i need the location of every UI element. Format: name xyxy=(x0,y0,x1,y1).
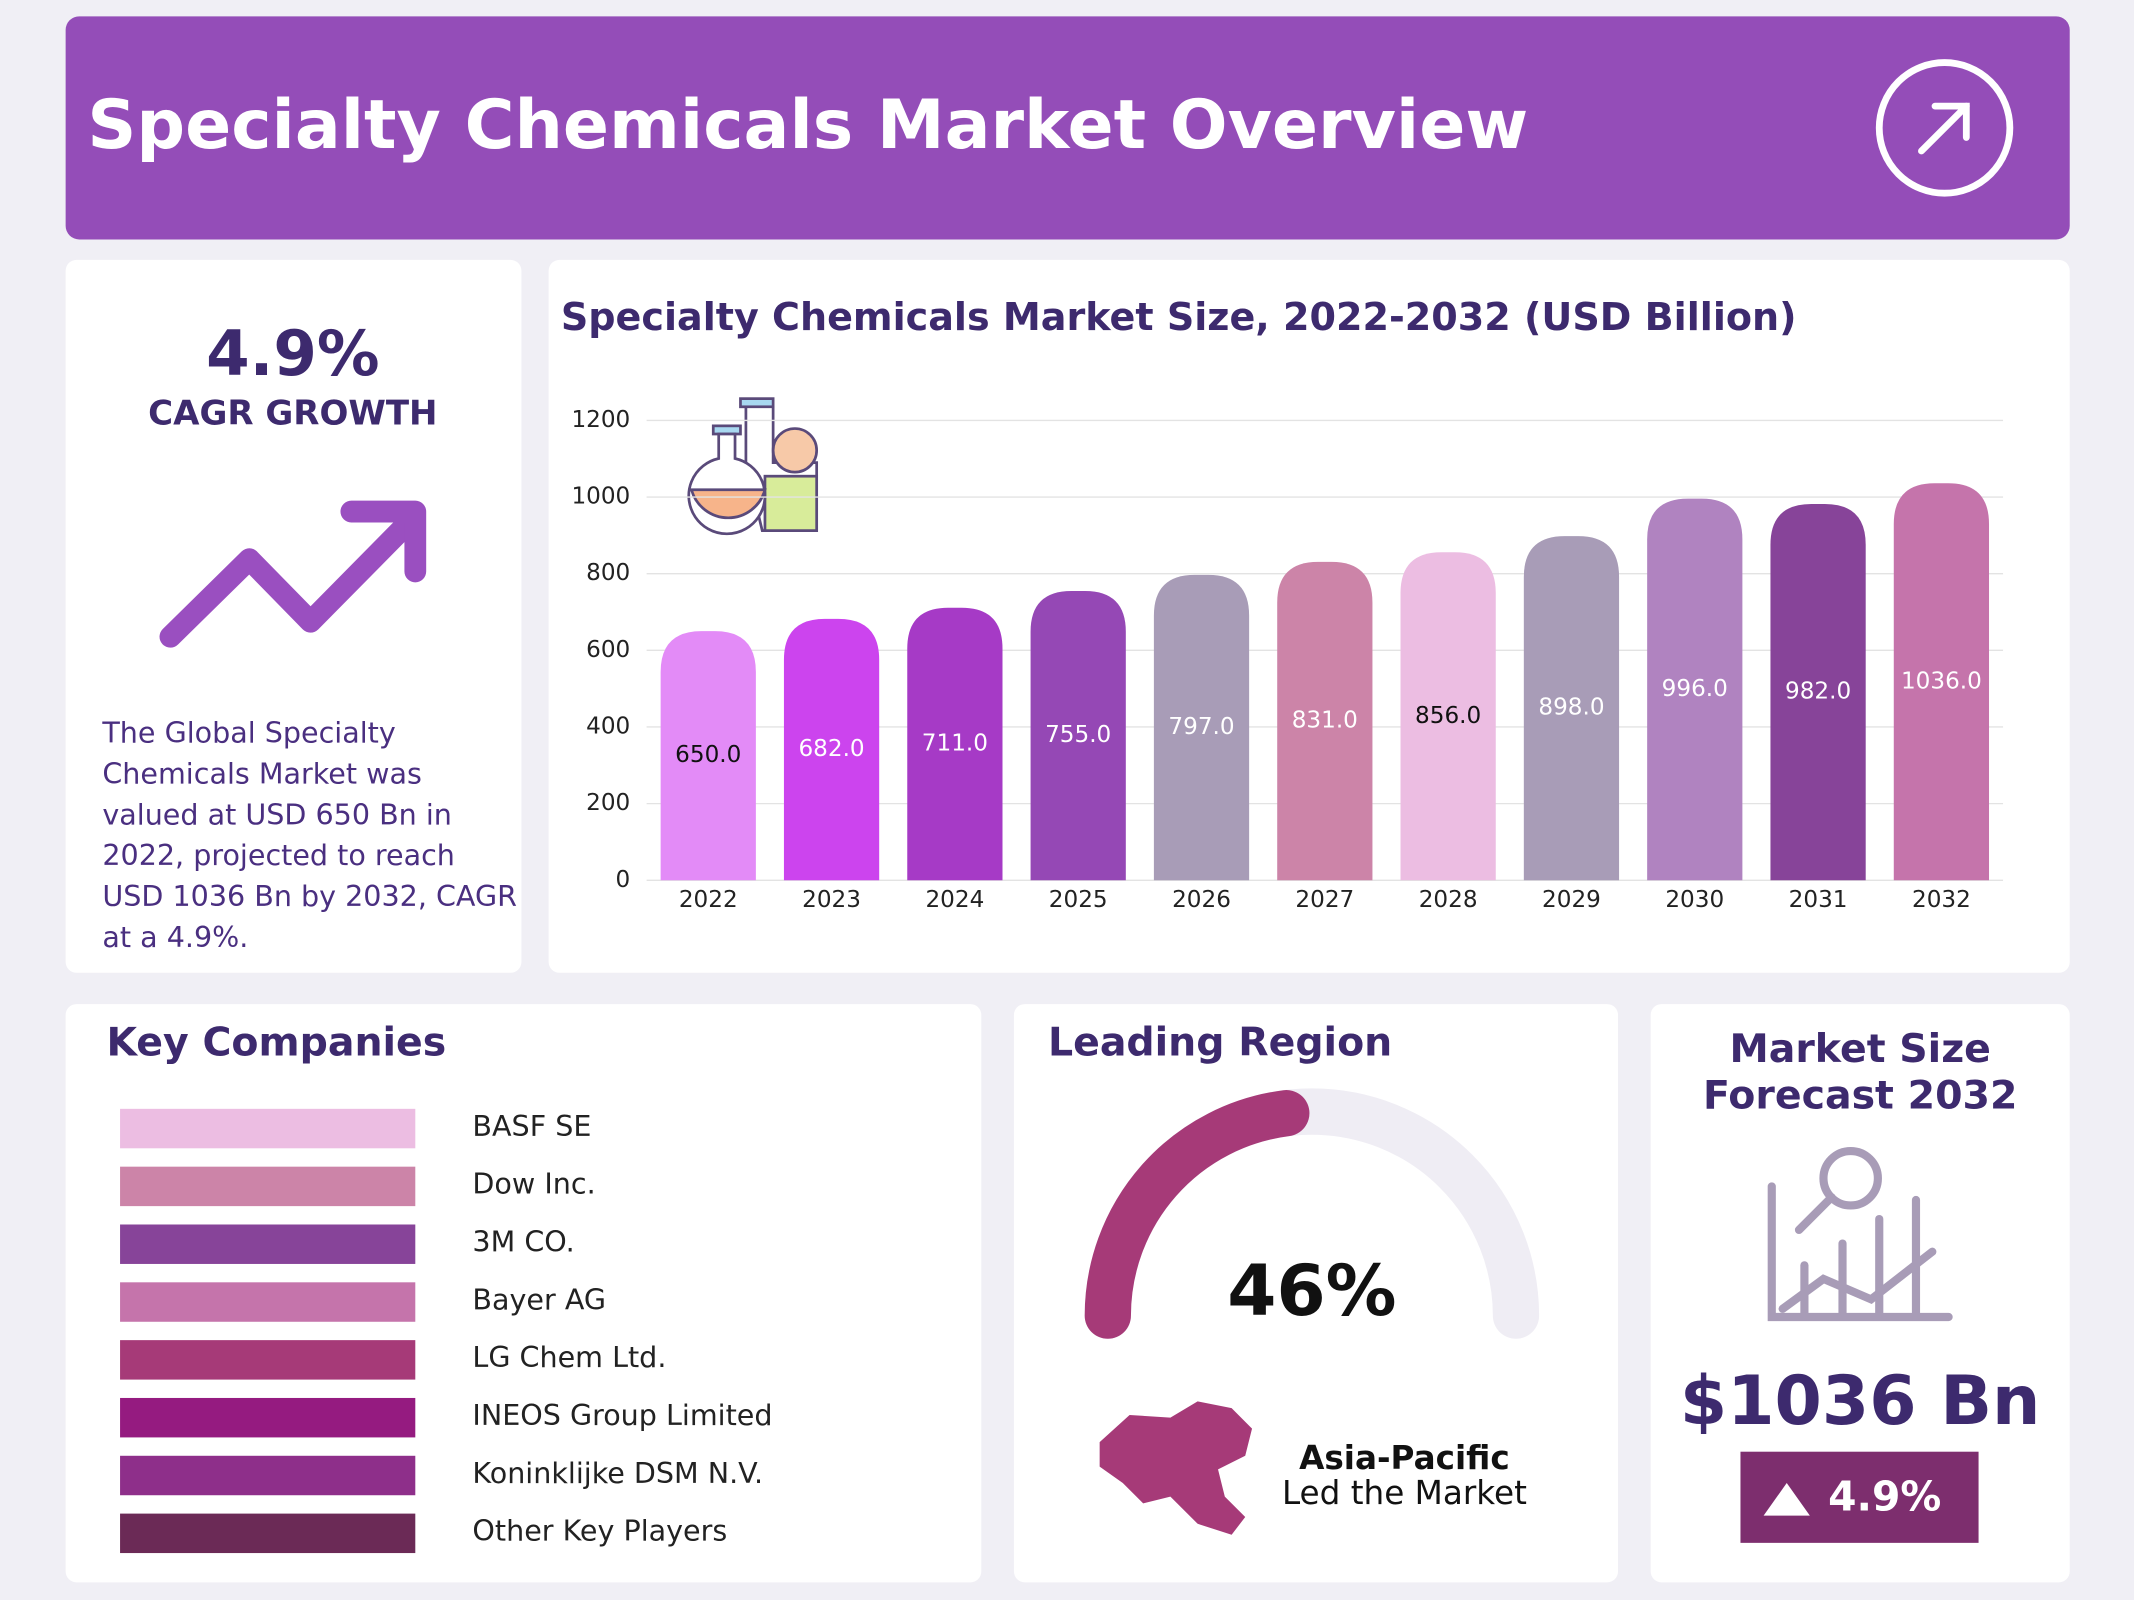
bar xyxy=(1770,503,1866,881)
forecast-value: $1036 Bn xyxy=(1680,1362,2041,1441)
gauge-value xyxy=(1084,1090,1310,1339)
company-name: Bayer AG xyxy=(472,1282,606,1316)
company-name: INEOS Group Limited xyxy=(472,1398,772,1432)
bar xyxy=(1277,561,1373,881)
x-tick-label: 2023 xyxy=(802,887,861,913)
company-name: Dow Inc. xyxy=(472,1167,595,1201)
description-line: 2022, projected to reach xyxy=(102,838,455,872)
forecast-title: Forecast 2032 xyxy=(1703,1072,2017,1118)
value-label: 982.0 xyxy=(1785,679,1851,705)
region-title: Leading Region xyxy=(1048,1019,1392,1065)
companies-list: BASF SE Dow Inc. 3M CO. Bayer AG LG Chem Ltd… xyxy=(120,1108,773,1554)
y-tick-label: 800 xyxy=(586,560,630,586)
company-swatch xyxy=(120,1224,416,1264)
bar xyxy=(1523,536,1620,881)
bar xyxy=(660,631,756,881)
value-label: 682.0 xyxy=(798,736,864,762)
description-line: valued at USD 650 Bn in xyxy=(102,797,452,831)
cagr-value: 4.9% xyxy=(206,317,380,390)
company-swatch xyxy=(120,1455,416,1496)
value-label: 711.0 xyxy=(922,731,988,757)
company-swatch xyxy=(120,1397,416,1438)
value-label: 856.0 xyxy=(1415,703,1481,729)
y-tick-label: 1000 xyxy=(571,484,630,510)
company-swatch xyxy=(120,1340,416,1380)
company-swatch xyxy=(120,1108,416,1149)
region-map xyxy=(1099,1401,1253,1535)
up-triangle xyxy=(1763,1482,1810,1516)
value-label: 650.0 xyxy=(675,742,741,768)
company-swatch xyxy=(120,1513,416,1554)
company-name: Other Key Players xyxy=(472,1514,727,1548)
bar xyxy=(1647,498,1743,881)
region-note: Led the Market xyxy=(1282,1474,1527,1512)
header-panel xyxy=(65,16,2070,240)
y-tick-label: 400 xyxy=(586,713,630,739)
y-tick-label: 0 xyxy=(616,867,631,893)
y-tick-label: 1200 xyxy=(571,407,630,433)
value-label: 755.0 xyxy=(1045,722,1111,748)
value-label: 1036.0 xyxy=(1901,668,1982,694)
bar xyxy=(1153,574,1250,881)
company-swatch xyxy=(120,1282,416,1322)
company-name: 3M CO. xyxy=(472,1225,574,1259)
x-tick-label: 2022 xyxy=(679,887,738,913)
companies-title: Key Companies xyxy=(106,1019,446,1065)
cagr-description: The Global Specialty Chemicals Market was… xyxy=(101,716,517,954)
y-tick-label: 200 xyxy=(586,790,630,816)
description-line: The Global Specialty xyxy=(101,716,396,750)
x-tick-label: 2032 xyxy=(1912,887,1971,913)
companies-panel xyxy=(65,1004,982,1583)
description-line: Chemicals Market was xyxy=(102,757,422,791)
chart-title: Specialty Chemicals Market Size, 2022-20… xyxy=(561,295,1797,339)
bar-chart: 0 200 400 600 800 1000 1200 650.0 2022 682.0 2023 7… xyxy=(571,407,2004,913)
value-label: 996.0 xyxy=(1662,676,1728,702)
x-tick-label: 2027 xyxy=(1295,887,1354,913)
description-line: USD 1036 Bn by 2032, CAGR xyxy=(102,879,517,913)
gauge xyxy=(1084,1088,1540,1339)
company-name: BASF SE xyxy=(472,1109,591,1143)
trend-icon xyxy=(159,500,427,648)
gauge-label: 46% xyxy=(1227,1249,1396,1332)
company-name: Koninklijke DSM N.V. xyxy=(472,1456,763,1490)
flask-icon xyxy=(687,397,819,536)
bar xyxy=(783,618,880,881)
forecast-title: Market Size xyxy=(1729,1026,1990,1072)
bar xyxy=(1893,483,1990,881)
bar xyxy=(1030,590,1126,881)
x-tick-label: 2029 xyxy=(1542,887,1601,913)
y-tick-label: 600 xyxy=(586,637,630,663)
forecast-icon xyxy=(1767,1146,1953,1322)
page-title: Specialty Chemicals Market Overview xyxy=(87,86,1528,165)
company-swatch xyxy=(120,1166,416,1207)
cagr-label: CAGR GROWTH xyxy=(148,393,437,433)
x-tick-label: 2030 xyxy=(1665,887,1724,913)
value-label: 797.0 xyxy=(1168,714,1234,740)
region-name: Asia-Pacific xyxy=(1299,1439,1510,1477)
company-name: LG Chem Ltd. xyxy=(472,1340,666,1374)
forecast-growth: 4.9% xyxy=(1828,1472,1941,1520)
description-line: at a 4.9%. xyxy=(102,920,248,954)
value-label: 898.0 xyxy=(1538,695,1604,721)
bar xyxy=(1400,552,1496,881)
x-tick-label: 2031 xyxy=(1789,887,1848,913)
header-icon xyxy=(1875,59,2014,197)
x-tick-label: 2026 xyxy=(1172,887,1231,913)
value-label: 831.0 xyxy=(1292,708,1358,734)
x-tick-label: 2024 xyxy=(925,887,984,913)
x-tick-label: 2028 xyxy=(1419,887,1478,913)
x-tick-label: 2025 xyxy=(1049,887,1108,913)
bar xyxy=(907,607,1003,881)
